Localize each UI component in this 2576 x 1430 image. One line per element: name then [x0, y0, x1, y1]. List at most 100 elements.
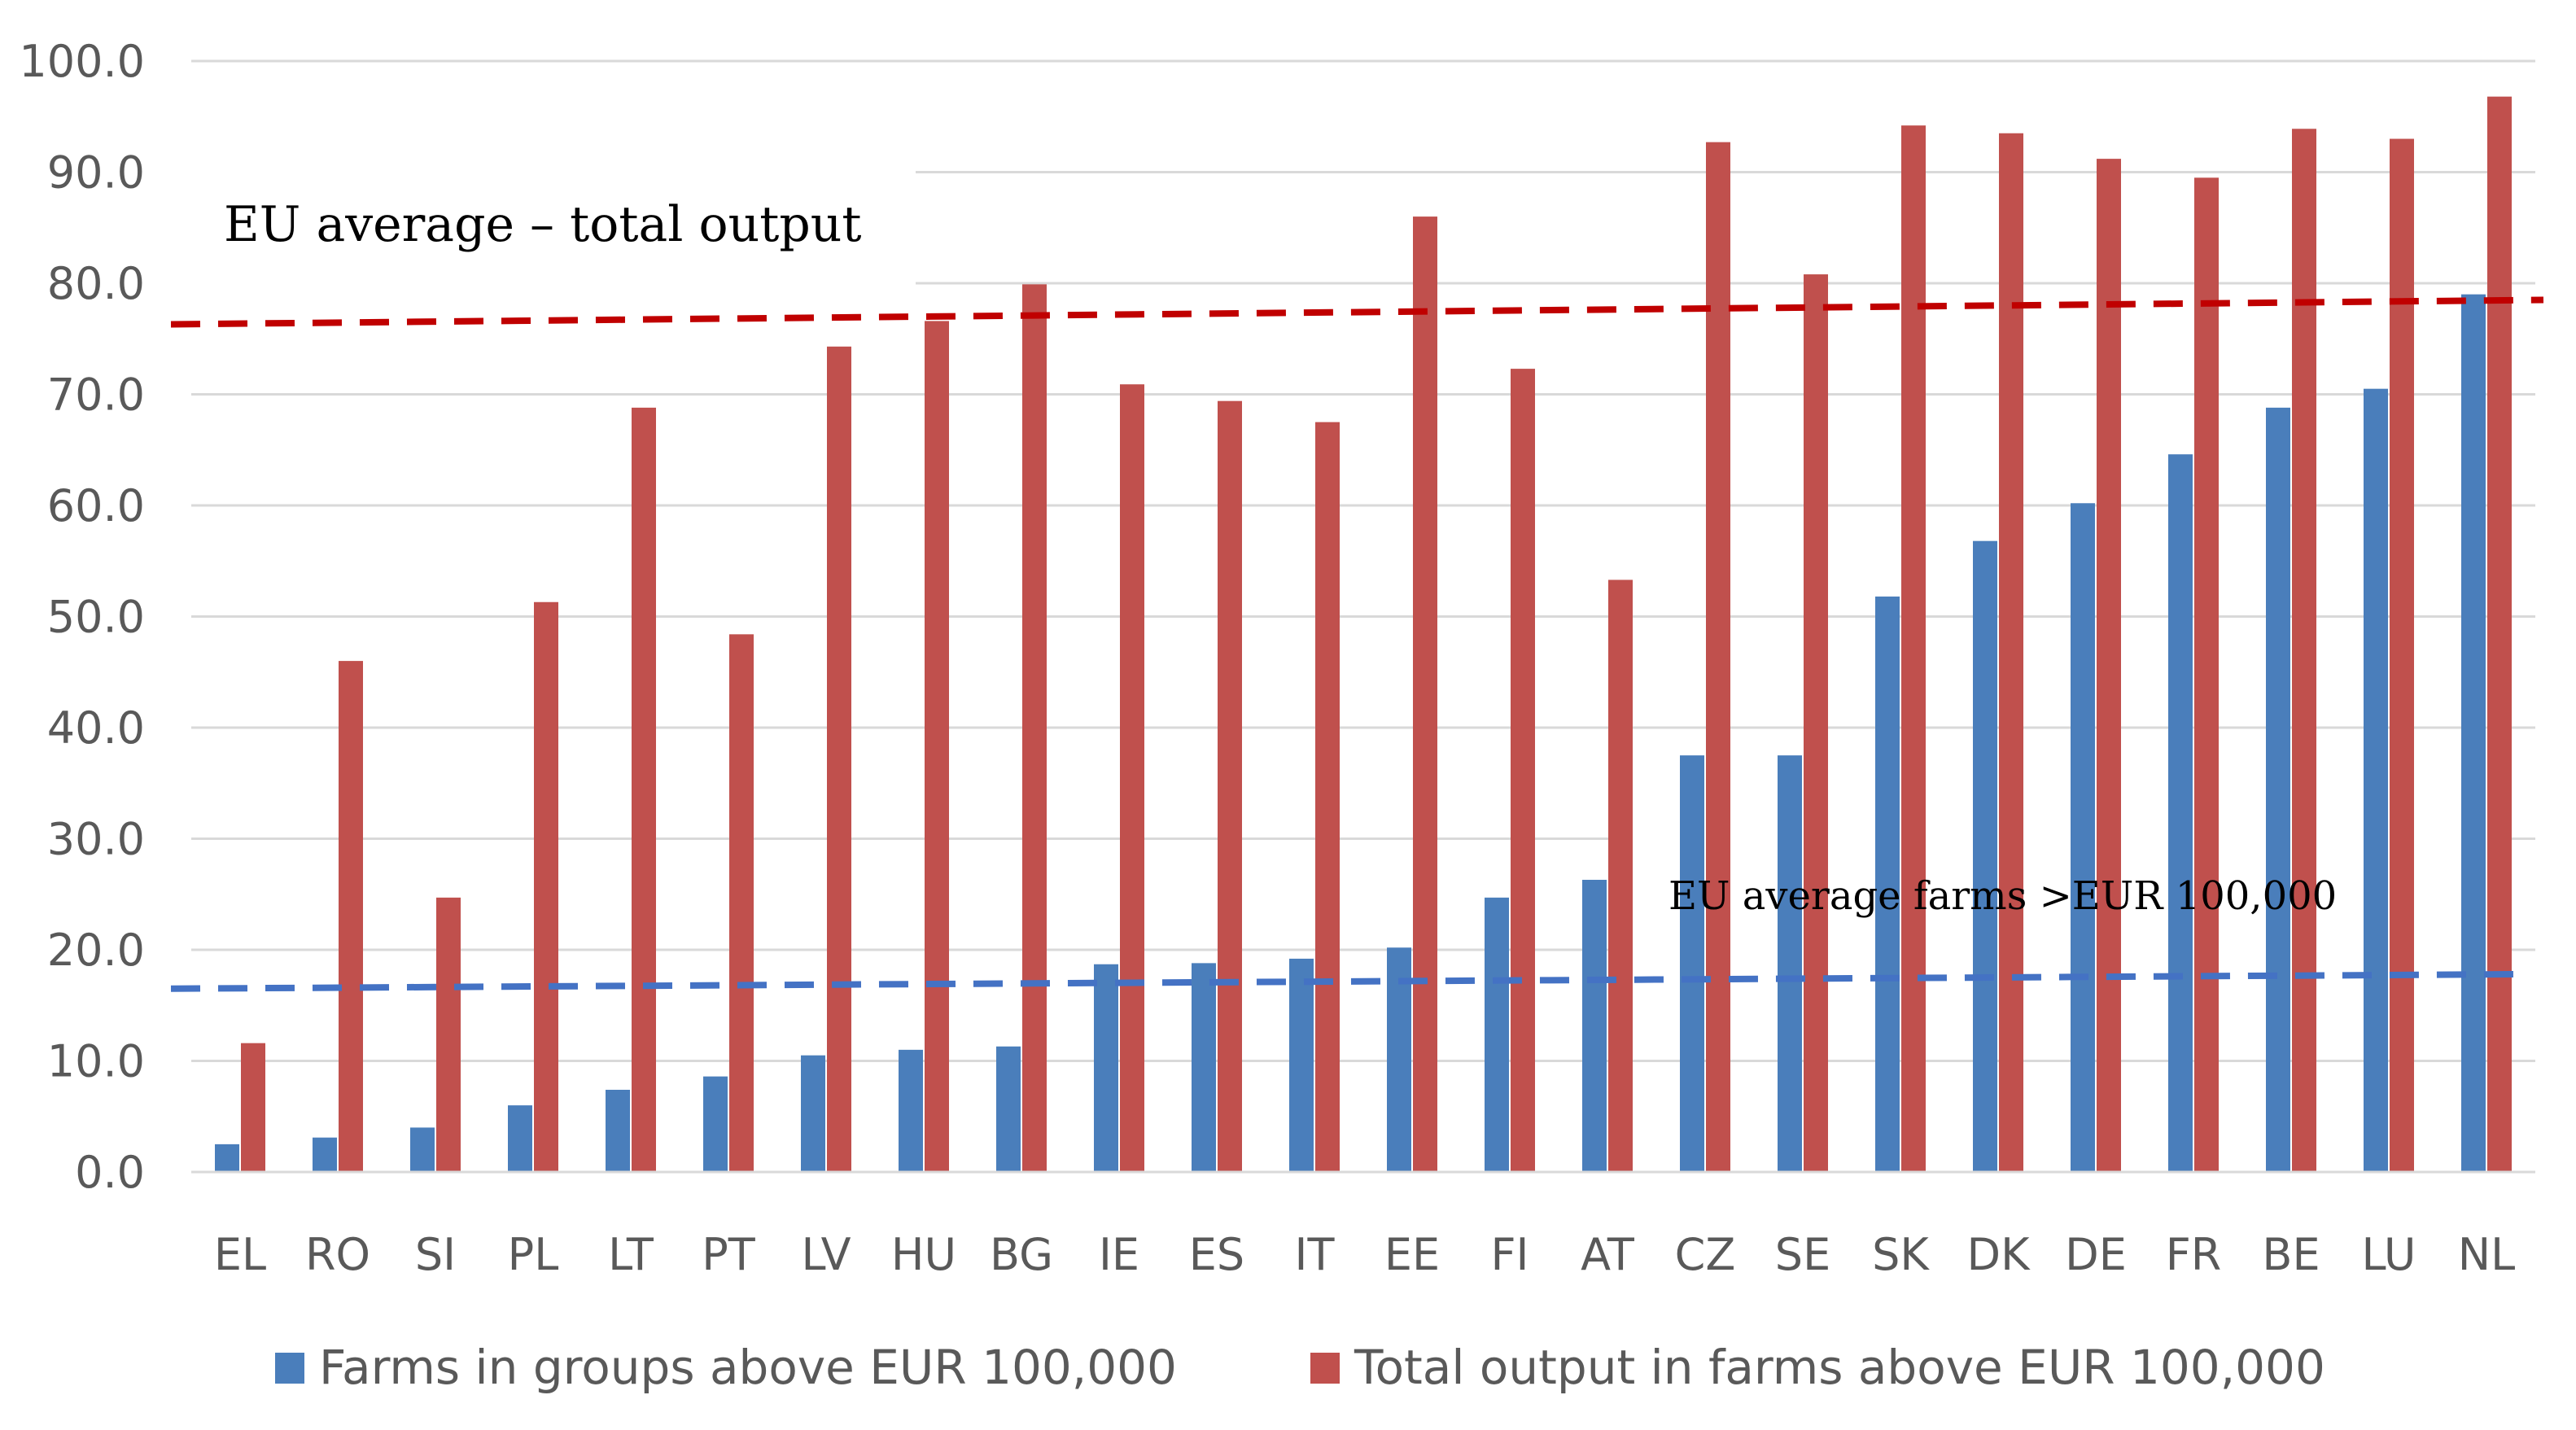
bar-farms-el [215, 1144, 239, 1172]
annotation-total-output: EU average – total output [224, 196, 862, 253]
y-tick-label: 70.0 [47, 370, 145, 421]
y-tick-label: 50.0 [47, 592, 145, 643]
x-tick-label: HU [891, 1229, 956, 1280]
annotations: EU average – total output EU average far… [224, 196, 2337, 919]
bar-farms-es [1192, 963, 1216, 1172]
bar-output-dk [1999, 133, 2023, 1173]
x-tick-label: SI [415, 1229, 456, 1280]
annotation-box-total-output [183, 163, 916, 285]
bar-output-de [2097, 159, 2121, 1172]
y-tick-label: 90.0 [47, 147, 145, 199]
y-tick-label: 30.0 [47, 814, 145, 865]
bar-output-bg [1022, 284, 1047, 1172]
bar-farms-pl [508, 1105, 532, 1172]
x-tick-label: BE [2262, 1229, 2320, 1280]
x-tick-label: EL [214, 1229, 266, 1280]
bar-farms-fr [2168, 454, 2193, 1172]
gridlines [191, 59, 2535, 1062]
bars [215, 96, 2512, 1173]
reference-line-farms [170, 971, 2516, 992]
bar-farms-nl [2461, 294, 2486, 1172]
reference-lines [170, 296, 2544, 992]
bar-farms-dk [1973, 540, 1997, 1172]
x-tick-label: FI [1491, 1229, 1529, 1280]
reference-line-total-output [170, 296, 2544, 328]
bar-output-fr [2194, 177, 2219, 1173]
annotation-farms: EU average farms >EUR 100,000 [1668, 873, 2337, 919]
bar-farms-cz [1680, 755, 1704, 1172]
bar-output-se [1804, 274, 1828, 1173]
x-tick-label: AT [1581, 1229, 1635, 1280]
x-tick-label: LU [2362, 1229, 2416, 1280]
x-tick-label: BG [990, 1229, 1053, 1280]
y-tick-label: 20.0 [47, 925, 145, 976]
bar-output-lt [632, 407, 656, 1172]
bar-output-ro [339, 661, 363, 1172]
bar-output-lu [2390, 138, 2414, 1172]
bar-output-nl [2487, 96, 2512, 1172]
x-tick-label: IT [1295, 1229, 1336, 1280]
x-axis-ticks: EL RO SI PL LT PT LV HU BG IE ES IT EE FI AT CZ SE SK DK DE… [214, 1229, 2515, 1280]
x-tick-label: ES [1189, 1229, 1244, 1280]
bar-output-ie [1120, 384, 1144, 1173]
bar-farms-de [2071, 503, 2095, 1172]
x-tick-label: IE [1099, 1229, 1139, 1280]
bar-farms-hu [899, 1049, 923, 1172]
x-tick-label: SE [1775, 1229, 1830, 1280]
legend-swatch-farms [275, 1353, 304, 1384]
bar-output-el [241, 1043, 265, 1172]
bar-output-lv [827, 346, 851, 1172]
x-tick-label: NL [2458, 1229, 2515, 1280]
legend: Farms in groups above EUR 100,000 Total … [275, 1340, 2325, 1395]
bar-output-pl [534, 601, 558, 1172]
bar-output-sk [1901, 125, 1926, 1172]
bar-output-it [1315, 422, 1340, 1172]
bar-farms-ro [313, 1137, 337, 1172]
y-tick-label: 60.0 [47, 480, 145, 531]
annotation-box-farms [1624, 816, 2503, 968]
bar-farms-si [410, 1127, 435, 1172]
bar-farms-lv [801, 1055, 825, 1172]
y-tick-label: 80.0 [47, 258, 145, 309]
y-tick-label: 100.0 [19, 36, 145, 87]
bar-output-si [436, 897, 461, 1172]
bar-farms-be [2266, 407, 2290, 1172]
bar-farms-se [1778, 755, 1802, 1172]
bar-output-fi [1511, 369, 1535, 1173]
bar-farms-at [1582, 880, 1607, 1172]
bar-farms-sk [1875, 596, 1900, 1172]
bar-output-es [1218, 400, 1242, 1172]
x-tick-label: RO [305, 1229, 370, 1280]
x-tick-label: DK [1967, 1229, 2031, 1280]
y-axis-ticks: 0.0 10.0 20.0 30.0 40.0 50.0 60.0 70.0 80.0 90.0 1… [19, 36, 145, 1198]
bar-farms-fi [1485, 897, 1509, 1172]
bar-farms-it [1289, 958, 1314, 1172]
bar-farms-lu [2364, 388, 2388, 1172]
y-tick-label: 0.0 [75, 1147, 145, 1198]
x-tick-label: SK [1872, 1229, 1930, 1280]
y-tick-label: 10.0 [47, 1036, 145, 1087]
bar-farms-pt [703, 1076, 728, 1172]
bar-output-be [2292, 129, 2316, 1172]
bar-output-cz [1706, 142, 1730, 1172]
x-tick-label: FR [2166, 1229, 2222, 1280]
x-tick-label: LV [801, 1229, 851, 1280]
bar-output-hu [925, 321, 949, 1172]
bar-output-ee [1413, 216, 1437, 1173]
legend-swatch-output [1310, 1353, 1340, 1384]
annotation-boxes [183, 163, 2503, 968]
bar-farms-bg [996, 1046, 1021, 1172]
bar-farms-ee [1387, 947, 1411, 1172]
bar-farms-lt [606, 1089, 630, 1172]
bar-farms-ie [1094, 964, 1118, 1172]
legend-label-farms: Farms in groups above EUR 100,000 [319, 1340, 1177, 1395]
x-tick-label: EE [1384, 1229, 1440, 1280]
x-tick-label: PL [508, 1229, 559, 1280]
y-tick-label: 40.0 [47, 702, 145, 754]
legend-label-output: Total output in farms above EUR 100,000 [1354, 1340, 2325, 1395]
x-tick-label: PT [702, 1229, 756, 1280]
bar-output-at [1608, 579, 1633, 1172]
bar-output-pt [729, 634, 754, 1172]
x-tick-label: CZ [1675, 1229, 1736, 1280]
